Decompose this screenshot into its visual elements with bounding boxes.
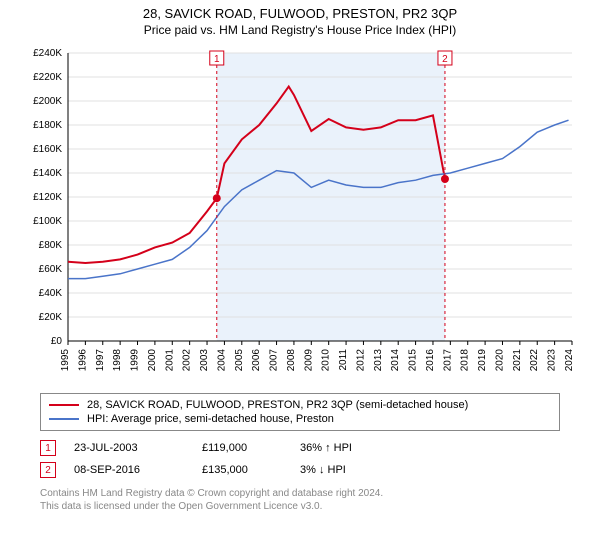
sale-marker-1: 1: [40, 440, 56, 456]
svg-text:2018: 2018: [460, 349, 471, 372]
svg-text:2004: 2004: [216, 349, 227, 372]
legend-item-hpi: HPI: Average price, semi-detached house,…: [49, 412, 551, 426]
svg-text:2017: 2017: [442, 349, 453, 372]
sales-table: 1 23-JUL-2003 £119,000 36% ↑ HPI 2 08-SE…: [40, 437, 560, 481]
svg-text:2001: 2001: [164, 349, 175, 372]
legend-item-property: 28, SAVICK ROAD, FULWOOD, PRESTON, PR2 3…: [49, 398, 551, 412]
legend-swatch-property: [49, 404, 79, 406]
svg-text:2000: 2000: [147, 349, 158, 372]
svg-text:£160K: £160K: [33, 144, 62, 155]
svg-text:2008: 2008: [286, 349, 297, 372]
svg-text:£120K: £120K: [33, 192, 62, 203]
sale-date-1: 23-JUL-2003: [74, 442, 184, 454]
svg-text:2005: 2005: [234, 349, 245, 372]
svg-text:£240K: £240K: [33, 48, 62, 59]
svg-text:2010: 2010: [321, 349, 332, 372]
svg-text:£40K: £40K: [39, 288, 63, 299]
chart-svg: £0 £20K £40K £60K £80K £100K £120K £140K £160K £1…: [20, 45, 580, 385]
svg-text:£0: £0: [51, 336, 63, 347]
svg-text:£140K: £140K: [33, 168, 62, 179]
svg-text:1997: 1997: [95, 349, 106, 372]
footnote-line1: Contains HM Land Registry data © Crown c…: [40, 487, 560, 500]
sale-row-1: 1 23-JUL-2003 £119,000 36% ↑ HPI: [40, 437, 560, 459]
legend-swatch-hpi: [49, 418, 79, 420]
svg-text:2011: 2011: [338, 349, 349, 371]
sale-marker-2: 2: [40, 462, 56, 478]
sale-price-1: £119,000: [202, 442, 282, 454]
svg-text:£180K: £180K: [33, 120, 62, 131]
svg-text:1: 1: [214, 54, 220, 65]
legend: 28, SAVICK ROAD, FULWOOD, PRESTON, PR2 3…: [40, 393, 560, 431]
sale-diff-1: 36% ↑ HPI: [300, 442, 400, 454]
sale-diff-2: 3% ↓ HPI: [300, 464, 400, 476]
svg-text:2021: 2021: [512, 349, 523, 372]
svg-text:1998: 1998: [112, 349, 123, 372]
footnote: Contains HM Land Registry data © Crown c…: [40, 487, 560, 513]
svg-text:£80K: £80K: [39, 240, 63, 251]
legend-label-hpi: HPI: Average price, semi-detached house,…: [87, 413, 334, 425]
svg-text:2002: 2002: [182, 349, 193, 372]
svg-text:2007: 2007: [269, 349, 280, 372]
svg-text:2014: 2014: [390, 349, 401, 372]
sale-date-2: 08-SEP-2016: [74, 464, 184, 476]
title-address: 28, SAVICK ROAD, FULWOOD, PRESTON, PR2 3…: [0, 6, 600, 21]
chart-title-block: 28, SAVICK ROAD, FULWOOD, PRESTON, PR2 3…: [0, 0, 600, 39]
svg-text:£220K: £220K: [33, 72, 62, 83]
price-chart: £0 £20K £40K £60K £80K £100K £120K £140K £160K £1…: [20, 45, 580, 385]
sale-row-2: 2 08-SEP-2016 £135,000 3% ↓ HPI: [40, 459, 560, 481]
svg-text:2003: 2003: [199, 349, 210, 372]
svg-text:2: 2: [442, 54, 448, 65]
svg-text:2009: 2009: [303, 349, 314, 372]
svg-text:£20K: £20K: [39, 312, 63, 323]
footnote-line2: This data is licensed under the Open Gov…: [40, 500, 560, 513]
svg-text:1995: 1995: [60, 349, 71, 372]
svg-text:2006: 2006: [251, 349, 262, 372]
svg-text:£200K: £200K: [33, 96, 62, 107]
svg-text:2013: 2013: [373, 349, 384, 372]
svg-text:2024: 2024: [564, 349, 575, 372]
svg-text:2022: 2022: [529, 349, 540, 372]
sale-price-2: £135,000: [202, 464, 282, 476]
svg-text:£100K: £100K: [33, 216, 62, 227]
svg-text:2023: 2023: [547, 349, 558, 372]
svg-text:£60K: £60K: [39, 264, 63, 275]
title-subtitle: Price paid vs. HM Land Registry's House …: [0, 23, 600, 37]
svg-text:2019: 2019: [477, 349, 488, 372]
legend-label-property: 28, SAVICK ROAD, FULWOOD, PRESTON, PR2 3…: [87, 399, 468, 411]
svg-text:2012: 2012: [355, 349, 366, 372]
svg-text:1999: 1999: [130, 349, 141, 372]
svg-text:2015: 2015: [408, 349, 419, 372]
svg-text:1996: 1996: [77, 349, 88, 372]
svg-text:2016: 2016: [425, 349, 436, 372]
svg-text:2020: 2020: [494, 349, 505, 372]
